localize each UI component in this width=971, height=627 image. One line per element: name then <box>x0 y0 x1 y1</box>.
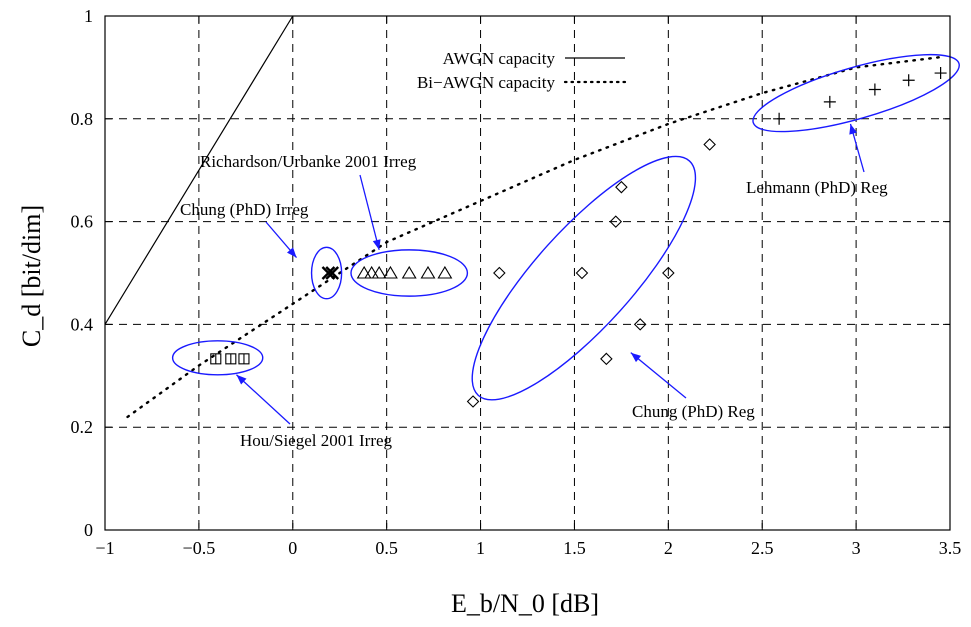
x-tick-label: 2.5 <box>751 538 774 558</box>
triangle-marker <box>420 265 436 279</box>
annotations: Hou/Siegel 2001 Irreg Chung (PhD) Irreg … <box>180 152 888 450</box>
capacity-curves <box>104 15 942 419</box>
annotation-arrow-line <box>359 174 380 251</box>
diamond-marker <box>493 266 506 280</box>
y-tick-label: 0.8 <box>71 109 94 129</box>
legend-label-biawgn: Bi−AWGN capacity <box>417 73 556 92</box>
x-marker <box>325 266 340 280</box>
axis-ticks: −1 −0.5 0 0.5 1 1.5 2 2.5 3 3.5 0 0.2 0.4 0.6 0.8 1 <box>71 6 962 558</box>
biawgn-capacity-curve <box>126 55 942 419</box>
triangle-marker <box>401 265 417 279</box>
annotation-arrow-head <box>236 374 247 385</box>
annotation-arrows <box>236 123 865 425</box>
y-tick-label: 1 <box>84 6 93 26</box>
x-axis-label-text: E_b/N_0 [dB] <box>451 589 599 618</box>
annotation-arrow-head <box>372 239 381 250</box>
awgn-capacity-curve <box>104 15 294 325</box>
plus-marker <box>902 74 915 87</box>
annotation-chung-irreg: Chung (PhD) Irreg <box>180 200 309 219</box>
triangle-marker <box>364 265 380 279</box>
group-ellipses <box>171 53 960 401</box>
plus-marker <box>934 67 947 80</box>
plus-marker <box>868 83 881 96</box>
y-tick-label: 0.4 <box>71 314 94 334</box>
y-axis-label: C_d [bit/dim] <box>17 205 46 347</box>
triangle-marker <box>356 265 372 279</box>
y-axis-label-text: C_d [bit/dim] <box>17 205 46 347</box>
legend-label-awgn: AWGN capacity <box>443 49 556 68</box>
diamond-marker <box>575 266 589 280</box>
annotation-arrow-line <box>236 374 291 425</box>
x-tick-label: −0.5 <box>183 538 216 558</box>
y-tick-label: 0.2 <box>71 417 94 437</box>
triangle-marker <box>382 265 398 279</box>
x-tick-label: 1.5 <box>563 538 586 558</box>
plus-marker <box>773 112 786 125</box>
plus-marker <box>823 95 836 108</box>
group-ellipse <box>350 249 469 297</box>
diamond-marker <box>600 352 613 366</box>
diamond-marker <box>633 318 647 331</box>
y-tick-label: 0.6 <box>71 212 94 232</box>
data-markers <box>210 67 947 408</box>
y-tick-label: 0 <box>84 520 93 540</box>
annotation-arrow-head <box>286 247 297 258</box>
legend: AWGN capacity Bi−AWGN capacity <box>417 49 627 92</box>
x-tick-label: 0.5 <box>375 538 398 558</box>
annotation-hou-siegel: Hou/Siegel 2001 Irreg <box>240 431 393 450</box>
diamond-marker <box>662 266 675 280</box>
diamond-marker <box>609 215 623 228</box>
annotation-arrow-line <box>630 352 687 399</box>
diamond-marker <box>615 180 628 194</box>
diamond-marker <box>703 138 716 151</box>
annotation-arrow-head <box>849 123 858 135</box>
triangle-marker <box>437 265 453 279</box>
x-marker <box>321 266 336 280</box>
x-tick-label: 2 <box>664 538 673 558</box>
group-ellipse <box>171 340 264 376</box>
group-ellipse <box>310 246 343 300</box>
x-axis-label: E_b/N_0 [dB] <box>451 589 599 618</box>
annotation-arrow-head <box>630 352 642 363</box>
x-tick-label: 0 <box>288 538 297 558</box>
annotation-chung-reg: Chung (PhD) Reg <box>632 402 755 421</box>
annotation-richardson-urbanke: Richardson/Urbanke 2001 Irreg <box>200 152 417 171</box>
x-tick-label: 3.5 <box>939 538 962 558</box>
annotation-lehmann: Lehmann (PhD) Reg <box>746 178 888 197</box>
x-tick-label: −1 <box>95 538 114 558</box>
group-ellipse <box>752 53 960 133</box>
diamond-marker <box>466 395 480 408</box>
triangle-marker <box>371 265 387 279</box>
plot-frame <box>104 15 951 531</box>
group-ellipse <box>471 155 697 401</box>
x-tick-label: 1 <box>476 538 485 558</box>
grid <box>105 16 950 530</box>
x-tick-label: 3 <box>852 538 861 558</box>
